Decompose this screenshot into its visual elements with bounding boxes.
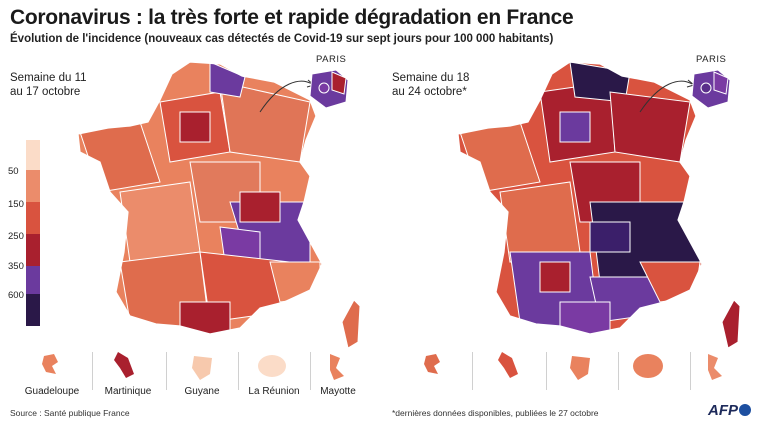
chart-title: Coronavirus : la très forte et rapide dé… <box>10 6 574 29</box>
legend-swatch-5 <box>26 266 40 294</box>
overseas-label-guadeloupe: Guadeloupe <box>24 386 80 397</box>
corsica-map-2 <box>721 299 740 349</box>
legend-swatch-3 <box>26 202 40 234</box>
guadeloupe-shape-1 <box>42 354 58 374</box>
guyane-shape-2 <box>570 356 590 380</box>
martinique-shape-1 <box>114 352 134 378</box>
legend-swatch-4 <box>26 234 40 266</box>
overseas-label-reunion: La Réunion <box>248 386 300 397</box>
legend-swatch-1 <box>26 140 40 170</box>
guyane-shape-1 <box>192 356 212 380</box>
corsica-map-1 <box>341 299 360 349</box>
paris-inset-1 <box>309 69 349 109</box>
data-note: *dernières données disponibles, publiées… <box>392 408 599 418</box>
map-week-11-17 <box>77 61 360 349</box>
paris-label-1: PARIS <box>316 54 347 65</box>
overseas-label-guyane: Guyane <box>184 386 220 397</box>
map-1-week-label: Semaine du 11 au 17 octobre <box>10 71 87 99</box>
overseas-label-martinique: Martinique <box>104 386 152 397</box>
paris-arrow-1 <box>259 80 313 113</box>
legend-swatch-2 <box>26 170 40 202</box>
mayotte-shape-1 <box>330 354 344 380</box>
legend-label-250: 250 <box>8 231 24 242</box>
reunion-shape-1 <box>258 355 286 377</box>
paris-inset-2 <box>691 69 731 109</box>
map-2-week-label: Semaine du 18 au 24 octobre* <box>392 71 469 99</box>
afp-logo-text: AFP <box>708 402 738 419</box>
map-1-week-line1: Semaine du 11 <box>10 72 87 84</box>
mayotte-shape-2 <box>708 354 722 380</box>
overseas-maps <box>42 352 722 380</box>
map-2-week-line2: au 24 octobre* <box>392 86 467 98</box>
map-1-week-line2: au 17 octobre <box>10 86 81 98</box>
legend-swatch-6 <box>26 294 40 326</box>
legend-label-150: 150 <box>8 199 24 210</box>
paris-arrow-2 <box>639 80 693 113</box>
guadeloupe-shape-2 <box>424 354 440 374</box>
reunion-shape-2 <box>633 354 663 378</box>
map-2-week-line1: Semaine du 18 <box>392 72 470 84</box>
afp-dot-icon <box>739 404 751 416</box>
afp-logo: AFP <box>708 402 751 419</box>
legend-label-50: 50 <box>8 166 19 177</box>
color-legend <box>26 140 40 326</box>
chart-subtitle: Évolution de l'incidence (nouveaux cas d… <box>10 33 554 45</box>
overseas-label-mayotte: Mayotte <box>320 386 356 397</box>
legend-label-600: 600 <box>8 290 24 301</box>
map-week-18-24 <box>457 61 740 349</box>
legend-label-350: 350 <box>8 261 24 272</box>
source-note: Source : Santé publique France <box>10 408 130 418</box>
martinique-shape-2 <box>498 352 518 378</box>
paris-label-2: PARIS <box>696 54 727 65</box>
